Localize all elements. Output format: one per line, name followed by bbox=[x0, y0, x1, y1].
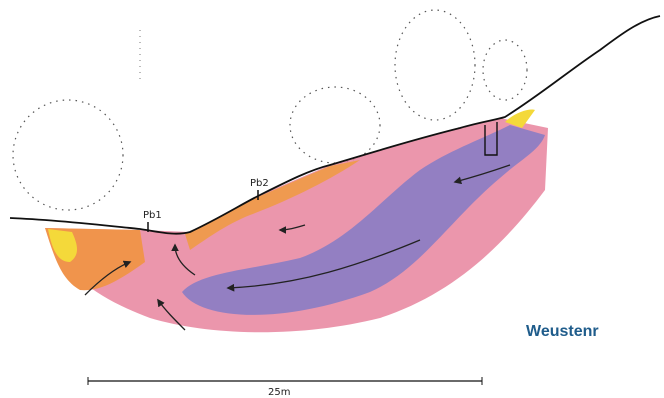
yellow-left bbox=[48, 229, 77, 262]
profile-label: Pb1 bbox=[143, 210, 162, 221]
cross-section: Pb1 Pb2 25m Weustenr bbox=[0, 0, 664, 398]
page: {"profiles": ["Pb1", "Pb2"], "scale": "2… bbox=[0, 0, 664, 398]
scale-label: 25m bbox=[268, 387, 290, 398]
profile-label: Pb2 bbox=[250, 178, 269, 189]
caption: Weustenr bbox=[526, 323, 599, 340]
layers bbox=[45, 110, 548, 333]
